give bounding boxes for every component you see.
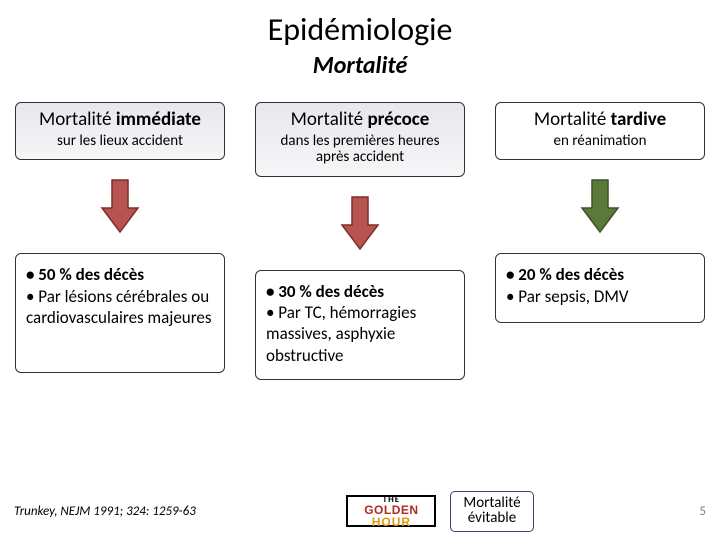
golden-hour-logo: THE GOLDEN HOUR (346, 495, 436, 527)
evitable-line2: évitable (463, 511, 520, 527)
evitable-box: Mortalité évitable (450, 491, 533, 533)
page-subtitle: Mortalité (0, 51, 720, 80)
arrow-down-icon (578, 178, 622, 239)
header-sub: dans les premières heures après accident (264, 133, 456, 166)
header-box: Mortalité précocedans les premières heur… (255, 102, 465, 177)
column-1: Mortalité précocedans les premières heur… (250, 102, 470, 380)
arrow-down-icon (98, 178, 142, 239)
footer-row: Trunkey, NEJM 1991; 324: 1259-63 THE GOL… (0, 491, 720, 533)
bullet-line: • Par lésions cérébrales ou cardiovascul… (26, 286, 214, 329)
header-box: Mortalité immédiate sur les lieux acciden… (15, 102, 225, 160)
detail-box: • 50 % des décès• Par lésions cérébrales… (15, 253, 225, 373)
golden-center: THE GOLDEN HOUR Mortalité évitable (290, 491, 590, 533)
detail-box: • 30 % des décès• Par TC, hémorragies ma… (255, 270, 465, 380)
column-2: Mortalité tardive en réanimation • 20 % de… (490, 102, 710, 380)
header-sub: en réanimation (504, 133, 696, 150)
bullet-line: • 30 % des décès (266, 281, 454, 302)
header-title: Mortalité immédiate (24, 109, 216, 131)
bullet-line: • Par TC, hémorragies massives, asphyxie… (266, 302, 454, 366)
golden-logo-line2: GOLDEN (364, 504, 418, 516)
bullet-line: • 20 % des décès (506, 264, 694, 285)
arrow-down-icon (338, 195, 382, 256)
golden-logo-line3: HOUR (372, 516, 411, 528)
page-number: 5 (646, 504, 706, 519)
header-sub: sur les lieux accident (24, 133, 216, 150)
column-0: Mortalité immédiate sur les lieux acciden… (10, 102, 230, 380)
page-title: Epidémiologie (0, 10, 720, 49)
citation: Trunkey, NEJM 1991; 324: 1259-63 (14, 504, 234, 519)
bullet-line: • 50 % des décès (26, 264, 214, 285)
columns-container: Mortalité immédiate sur les lieux acciden… (0, 102, 720, 380)
detail-box: • 20 % des décès• Par sepsis, DMV (495, 253, 705, 323)
header-box: Mortalité tardive en réanimation (495, 102, 705, 160)
bullet-line: • Par sepsis, DMV (506, 286, 694, 307)
header-title: Mortalité précoce (264, 109, 456, 131)
header-title: Mortalité tardive (504, 109, 696, 131)
